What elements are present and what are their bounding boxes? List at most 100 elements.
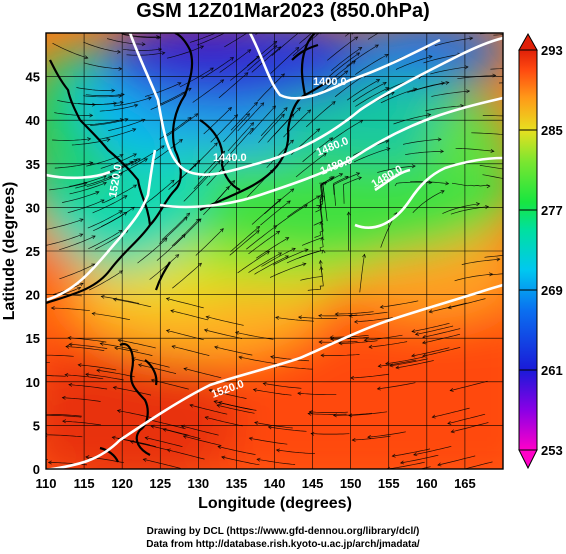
- streamline: [78, 364, 117, 371]
- streamline: [307, 266, 324, 291]
- streamline: [432, 407, 470, 418]
- streamline-arrowhead: [318, 259, 323, 264]
- streamline-arrowhead: [123, 195, 128, 199]
- streamline-arrowhead: [141, 42, 146, 47]
- streamline-arrowhead: [428, 309, 433, 314]
- streamline: [46, 362, 50, 364]
- streamline: [46, 413, 82, 417]
- streamline-arrowhead: [386, 147, 391, 152]
- streamline-arrowhead: [414, 332, 420, 336]
- streamline-arrowhead: [253, 101, 258, 106]
- streamline: [271, 33, 299, 56]
- streamline: [314, 205, 324, 238]
- streamline: [256, 237, 289, 259]
- streamline-arrowhead: [428, 180, 433, 185]
- streamline-arrowhead: [466, 89, 471, 94]
- streamline: [246, 41, 277, 67]
- streamline: [339, 340, 378, 344]
- streamline: [333, 412, 372, 416]
- streamline-arrowhead: [276, 230, 281, 235]
- streamline: [183, 368, 222, 379]
- x-tick-label: 125: [149, 476, 171, 491]
- streamline-arrowhead: [203, 328, 209, 333]
- streamline-arrowhead: [354, 36, 359, 41]
- streamline: [113, 298, 152, 308]
- streamline: [237, 251, 270, 274]
- streamline-arrowhead: [267, 425, 272, 430]
- streamline-arrowhead: [249, 127, 254, 132]
- streamline-arrowhead: [116, 49, 122, 54]
- streamline: [93, 212, 128, 232]
- streamline-arrowhead: [344, 70, 349, 75]
- streamline-arrowhead: [411, 353, 416, 358]
- streamline-arrowhead: [357, 176, 362, 181]
- streamline-arrowhead: [319, 182, 324, 187]
- streamline: [482, 115, 503, 117]
- streamline-arrowhead: [490, 149, 495, 153]
- streamline-arrowhead: [208, 388, 213, 393]
- streamline: [172, 262, 202, 289]
- streamline: [334, 74, 367, 98]
- streamline-arrowhead: [220, 79, 225, 84]
- streamline-arrowhead: [395, 365, 400, 370]
- streamline: [87, 210, 123, 229]
- streamline: [69, 175, 107, 187]
- streamline-arrowhead: [111, 88, 116, 93]
- streamline-arrowhead: [171, 344, 176, 349]
- streamline-arrowhead: [134, 103, 139, 108]
- streamline: [380, 88, 417, 104]
- streamline: [354, 317, 393, 323]
- streamline: [121, 33, 160, 38]
- streamline: [123, 48, 162, 51]
- streamline-arrowhead: [346, 211, 351, 216]
- streamline-arrowhead: [35, 354, 38, 357]
- streamline-arrowhead: [440, 81, 446, 86]
- streamline: [349, 311, 388, 317]
- streamline-arrowhead: [379, 304, 384, 309]
- streamline: [189, 404, 228, 415]
- streamline: [350, 373, 390, 379]
- streamline-arrowhead: [295, 47, 300, 51]
- streamline: [322, 182, 328, 222]
- streamline-arrowhead: [238, 355, 243, 360]
- streamline: [59, 235, 96, 251]
- streamline: [405, 151, 444, 156]
- streamline: [227, 127, 254, 157]
- streamline-arrowhead: [363, 338, 368, 343]
- streamline-arrowhead: [344, 175, 349, 180]
- y-axis-ticks: 0 5 10 15 20 25 30 35 40 45: [26, 70, 40, 477]
- streamline-arrowhead: [219, 228, 224, 233]
- streamline: [151, 139, 183, 163]
- streamline-arrowhead: [334, 312, 339, 317]
- streamline: [98, 128, 136, 140]
- streamline: [46, 233, 83, 246]
- streamline: [224, 33, 248, 48]
- streamline-arrowhead: [89, 113, 94, 118]
- streamline-arrowhead: [290, 188, 295, 193]
- streamline-arrowhead: [186, 212, 191, 217]
- streamline-arrowhead: [391, 453, 396, 458]
- streamline-arrowhead: [450, 429, 455, 434]
- streamline-arrowhead: [102, 175, 107, 179]
- streamline: [448, 298, 486, 309]
- streamline: [83, 62, 122, 70]
- x-tick-label: 155: [378, 476, 400, 491]
- streamline: [69, 182, 107, 195]
- streamline: [257, 73, 285, 102]
- streamline: [113, 387, 152, 396]
- streamline-arrowhead: [343, 11, 347, 14]
- streamline: [219, 49, 251, 73]
- streamline: [308, 413, 347, 415]
- y-tick-label: 40: [26, 113, 40, 128]
- streamline-arrowhead: [85, 455, 90, 460]
- streamline: [369, 341, 408, 348]
- x-tick-label: 130: [187, 476, 209, 491]
- streamline-arrowhead: [277, 252, 283, 256]
- streamline-arrowhead: [187, 117, 192, 121]
- streamline: [171, 218, 200, 247]
- x-tick-label: 110: [36, 476, 57, 491]
- y-tick-label: 25: [26, 244, 40, 259]
- streamline-arrowhead: [275, 448, 281, 453]
- streamline: [196, 33, 226, 46]
- streamline: [183, 435, 221, 446]
